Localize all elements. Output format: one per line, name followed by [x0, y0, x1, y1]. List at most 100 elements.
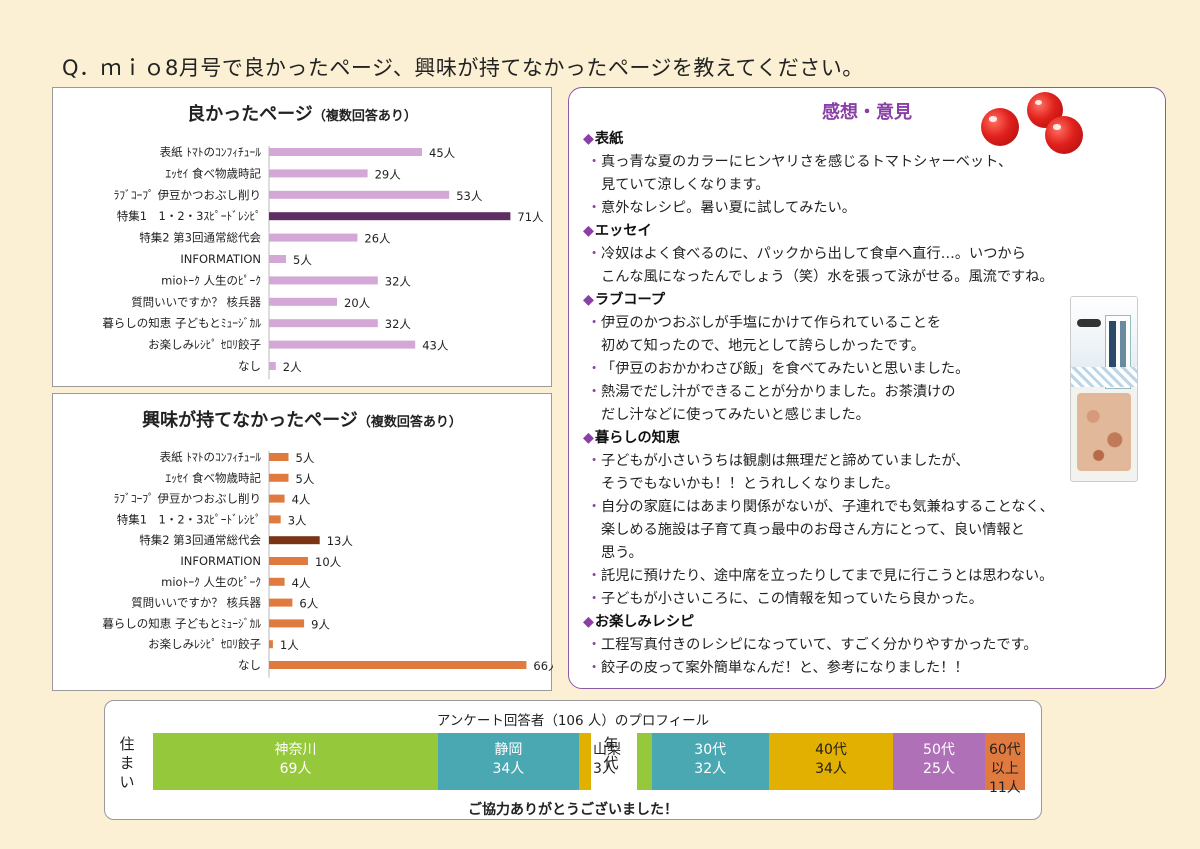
bad-chart-subtitle: （複数回答あり） — [357, 415, 462, 430]
comment-section-heading: ◆エッセイ — [583, 220, 1151, 243]
comment-item: ・「伊豆のおかかわさび飯」を食べてみたいと思いました。 — [583, 358, 1151, 381]
category-label: 特集2 第3回通常総代会 — [139, 231, 261, 245]
bullet-dot-icon: ・ — [587, 568, 602, 584]
value-label: 45人 — [429, 146, 456, 160]
value-label: 53人 — [456, 189, 483, 203]
bad-chart-title: 興味が持てなかったページ — [142, 410, 358, 431]
comment-line: 熱湯でだし汁ができることが分かりました。お茶漬けの — [601, 384, 956, 400]
comment-item: ・意外なレシピ。暑い夏に試してみたい。 — [583, 197, 1151, 220]
bad-pages-bar-chart: 表紙 ﾄﾏﾄのｺﾝﾌｨﾁｭｰﾙ 5人 ｴｯｾｲ 食べ物歳時記 5人 ﾗﾌﾞｺｰﾌﾟ 伊豆… — [102, 450, 553, 678]
bad-pages-panel: 興味が持てなかったページ（複数回答あり） 表紙 ﾄﾏﾄのｺﾝﾌｨﾁｭｰﾙ 5人 ｴｯ… — [52, 393, 553, 691]
segment-count: 32人 — [694, 761, 727, 777]
section-heading-text: ラブコープ — [594, 292, 666, 308]
bar — [269, 233, 358, 242]
category-label: 特集1 1・2・3ｽﾋﾟｰﾄﾞﾚｼﾋﾟ — [117, 209, 261, 223]
comment-line: 自分の家庭にはあまり関係がないが、子連れでも気兼ねすることなく、 — [601, 499, 1054, 515]
diamond-bullet-icon: ◆ — [583, 430, 594, 446]
comment-line: そうでもないかも！！とうれしくなりました。 — [601, 476, 899, 492]
bullet-dot-icon: ・ — [587, 453, 602, 469]
value-label: 26人 — [364, 232, 391, 246]
comment-line: こんな風になったんでしょう（笑）水を張って泳がせる。風流ですね。 — [601, 269, 1054, 285]
bar — [269, 453, 289, 461]
katsuobushi-package-image — [1070, 296, 1138, 482]
bullet-dot-icon: ・ — [587, 637, 602, 653]
segment-name: 山梨 — [592, 742, 621, 758]
comment-section-heading: ◆ラブコープ — [583, 289, 1151, 312]
comment-line: 楽しめる施設は子育て真っ最中のお母さん方にとって、良い情報と — [601, 522, 1025, 538]
segment-count: 3人 — [592, 761, 616, 777]
tomato-icon — [981, 108, 1019, 146]
value-label: 32人 — [385, 274, 412, 288]
diamond-bullet-icon: ◆ — [583, 614, 594, 630]
bar — [269, 473, 289, 482]
segment-count: 34人 — [492, 761, 525, 777]
thanks-message: ご協力ありがとうございました！ — [468, 802, 678, 818]
bad-pages-title: 興味が持てなかったページ（複数回答あり） — [53, 406, 551, 432]
segment-name: 50代 — [923, 742, 955, 758]
category-label: ﾗﾌﾞｺｰﾌﾟ 伊豆かつおぶし削り — [114, 492, 261, 506]
comment-section-heading: ◆表紙 — [583, 128, 1151, 151]
category-label: お楽しみﾚｼﾋﾟ ｾﾛﾘ餃子 — [148, 338, 261, 352]
comments-panel: 感想・意見 ◆表紙・真っ青な夏のカラーにヒンヤリさを感じるトマトシャーベット、見… — [568, 87, 1166, 689]
bullet-dot-icon: ・ — [587, 315, 602, 331]
value-label: 10人 — [315, 555, 342, 569]
category-label: 表紙 ﾄﾏﾄのｺﾝﾌｨﾁｭｰﾙ — [160, 450, 262, 464]
value-label: 5人 — [293, 253, 312, 267]
bar — [269, 640, 273, 649]
respondent-profile-panel: アンケート回答者（106 人）のプロフィール 住まい 神奈川 69人 静岡 34人 山梨 3… — [104, 700, 1042, 820]
bar — [269, 340, 416, 349]
comments-body: ◆表紙・真っ青な夏のカラーにヒンヤリさを感じるトマトシャーベット、 見ていて涼しく… — [583, 128, 1151, 680]
section-heading-text: 暮らしの知恵 — [594, 430, 681, 446]
category-label: 暮らしの知恵 子どもとﾐｭｰｼﾞｶﾙ — [102, 616, 261, 630]
bullet-dot-icon: ・ — [587, 384, 602, 400]
segment-count: 11人 — [988, 780, 1021, 796]
bar — [269, 190, 450, 199]
comment-item: ・子どもが小さいころに、この情報を知っていたら良かった。 — [583, 588, 1151, 611]
section-heading-text: 表紙 — [594, 131, 624, 147]
value-label: 43人 — [422, 339, 449, 353]
good-pages-bar-chart: 表紙 ﾄﾏﾄのｺﾝﾌｨﾁｭｰﾙ 45人 ｴｯｾｲ 食べ物歳時記 29人 ﾗﾌﾞｺｰﾌﾟ … — [102, 145, 544, 380]
comment-line: 冷奴はよく食べるのに、パックから出して食卓へ直行…。いつから — [601, 246, 1026, 262]
question-heading: Q．ｍｉｏ8月号で良かったページ、興味が持てなかったページを教えてください。 — [62, 56, 864, 80]
segment-name: 静岡 — [494, 742, 523, 758]
profile-segment: 静岡 34人 — [438, 733, 579, 790]
profile-segment: 20代4人 — [637, 733, 685, 790]
diamond-bullet-icon: ◆ — [583, 131, 594, 147]
category-label: INFORMATION — [180, 554, 261, 568]
good-chart-subtitle: （複数回答あり） — [312, 109, 417, 124]
category-label: 暮らしの知恵 子どもとﾐｭｰｼﾞｶﾙ — [102, 316, 261, 330]
bar — [269, 362, 276, 370]
profile-segment: 神奈川 69人 — [153, 733, 439, 790]
profile-segment: 50代 25人 — [893, 733, 985, 790]
segment-count: 69人 — [279, 761, 312, 777]
bar — [269, 494, 285, 503]
comment-line: 餃子の皮って案外簡単なんだ！と、参考になりました！！ — [601, 660, 969, 676]
segment-name: 30代 — [694, 742, 727, 758]
comment-line: 子どもが小さいうちは観劇は無理だと諦めていましたが、 — [601, 453, 970, 469]
category-label: 特集2 第3回通常総代会 — [139, 533, 261, 547]
value-label: 3人 — [288, 513, 307, 527]
comment-line: 初めて知ったので、地元として誇らしかったです。 — [601, 338, 925, 354]
comment-line: だし汁などに使ってみたいと感じました。 — [601, 407, 870, 423]
category-label: mioﾄｰｸ 人生のﾋﾟｰｸ — [161, 273, 261, 287]
value-label: 71人 — [517, 210, 544, 224]
category-label: ｴｯｾｲ 食べ物歳時記 — [165, 166, 261, 180]
value-label: 9人 — [311, 617, 330, 631]
bullet-dot-icon: ・ — [587, 200, 602, 216]
segment-name: 神奈川 — [274, 742, 317, 758]
profile-title: アンケート回答者（106 人）のプロフィール — [436, 713, 710, 729]
value-label: 6人 — [299, 597, 318, 611]
bullet-dot-icon: ・ — [587, 154, 602, 170]
bullet-dot-icon: ・ — [587, 660, 602, 676]
category-label: ﾗﾌﾞｺｰﾌﾟ 伊豆かつおぶし削り — [114, 188, 261, 202]
bar — [269, 557, 308, 565]
comment-item: ・自分の家庭にはあまり関係がないが、子連れでも気兼ねすることなく、 楽しめる施設は… — [583, 496, 1151, 565]
profile-segment: 山梨 3人 — [578, 733, 621, 790]
segment-count: 25人 — [923, 761, 955, 777]
tomato-icon — [1045, 116, 1083, 154]
good-pages-title: 良かったページ（複数回答あり） — [53, 100, 551, 126]
comment-item: ・工程写真付きのレシピになっていて、すごく分かりやすかったです。 — [583, 634, 1151, 657]
bullet-dot-icon: ・ — [587, 591, 602, 607]
category-label: INFORMATION — [180, 252, 261, 266]
residence-axis-label: 住まい — [119, 735, 135, 791]
